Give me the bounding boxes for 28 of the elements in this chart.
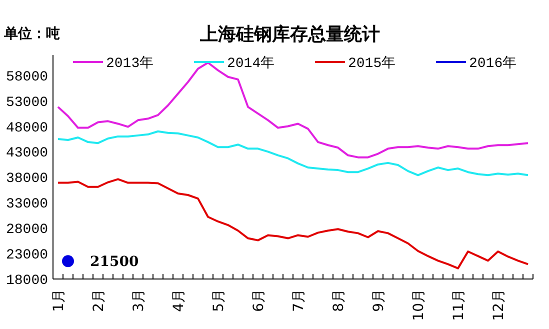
y-tick-label: 43000	[6, 146, 48, 162]
x-tick-label: 6月	[251, 289, 267, 312]
y-tick-label: 28000	[6, 222, 48, 238]
x-tick-label: 4月	[171, 289, 187, 312]
x-tick-label: 7月	[291, 289, 307, 312]
legend-label: 2016年	[469, 55, 517, 72]
y-axis-title: 单位：吨	[3, 26, 60, 42]
x-tick-label: 5月	[211, 289, 227, 312]
y-tick-label: 48000	[6, 120, 48, 136]
x-tick-label: 12月	[491, 289, 507, 321]
legend-label: 2015年	[348, 55, 396, 72]
legend-label: 2014年	[227, 55, 275, 72]
x-tick-label: 3月	[131, 289, 147, 312]
x-tick-label: 2月	[91, 289, 107, 312]
y-tick-label: 53000	[6, 94, 48, 111]
x-tick-label: 11月	[451, 289, 467, 321]
y-tick-label: 18000	[6, 273, 48, 289]
x-tick-label: 1月	[51, 289, 67, 312]
chart-title: 上海硅钢库存总量统计	[199, 24, 380, 45]
data-label: 21500	[90, 254, 139, 270]
x-tick-label: 8月	[331, 289, 347, 312]
y-tick-label: 58000	[6, 69, 48, 86]
x-tick-label: 9月	[371, 289, 387, 312]
y-tick-label: 33000	[6, 196, 48, 213]
x-tick-label: 10月	[411, 289, 427, 321]
y-tick-label: 38000	[6, 171, 48, 188]
y-tick-label: 23000	[6, 248, 48, 264]
legend-label: 2013年	[106, 55, 154, 72]
